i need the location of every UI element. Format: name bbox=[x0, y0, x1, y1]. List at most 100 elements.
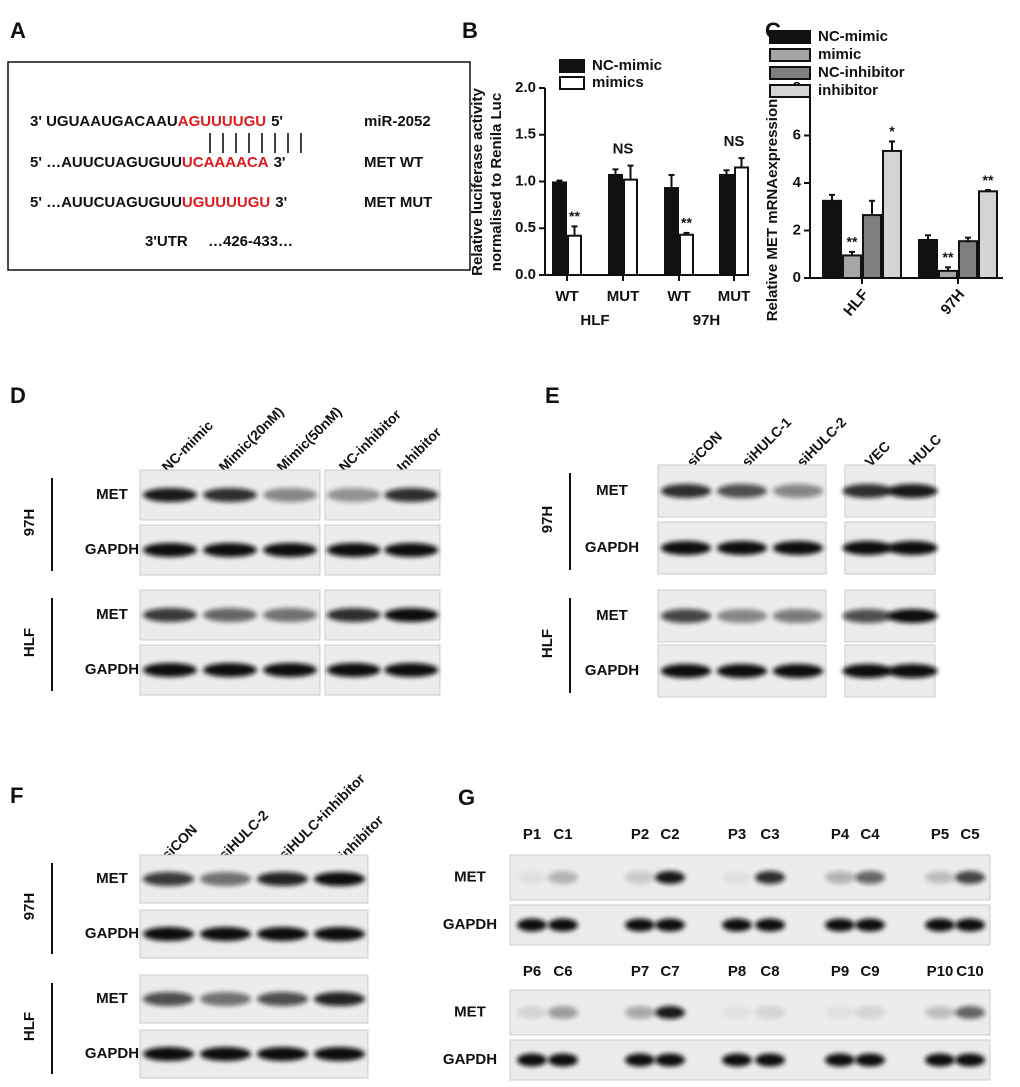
blot-band bbox=[548, 1053, 578, 1067]
legend-label: inhibitor bbox=[818, 82, 878, 99]
sequence-prefix: 5' …AUUCUAGUGUU bbox=[30, 194, 182, 211]
sequence-prefix: 3' UGUAAUGACAAU bbox=[30, 113, 178, 130]
lane-label: P4 bbox=[831, 826, 850, 843]
bar bbox=[978, 190, 998, 279]
y-tick-label: 4 bbox=[793, 174, 802, 191]
pairing-lines bbox=[209, 133, 302, 153]
lane-label: P8 bbox=[728, 963, 746, 980]
blot-band bbox=[955, 1053, 985, 1067]
lane-label: P1 bbox=[523, 826, 541, 843]
significance-label: ** bbox=[943, 249, 954, 265]
blot-band bbox=[722, 1053, 752, 1067]
panel-label: E bbox=[545, 383, 560, 408]
bar bbox=[719, 173, 734, 276]
sequence: 5' …AUUCUAGUGUUUGUUUUGU 3' bbox=[30, 194, 287, 211]
blot-band bbox=[772, 664, 824, 678]
lane-label: P7 bbox=[631, 963, 649, 980]
blot-band bbox=[660, 484, 712, 498]
blot-band bbox=[199, 992, 252, 1006]
protein-label: MET bbox=[454, 868, 486, 885]
protein-label: MET bbox=[96, 486, 128, 503]
blot-band bbox=[384, 663, 439, 677]
legend-label: NC-inhibitor bbox=[818, 64, 905, 81]
blot-band bbox=[716, 541, 768, 555]
blot-band bbox=[722, 918, 752, 932]
lane-label: Inhibitor bbox=[393, 423, 444, 474]
sequence-seed: AGUUUUGU bbox=[178, 113, 266, 130]
legend-label: NC-mimic bbox=[818, 28, 888, 45]
cell-line-label: HLF bbox=[539, 629, 556, 658]
blot-band bbox=[842, 484, 893, 498]
bar bbox=[862, 214, 882, 279]
blot-band bbox=[655, 918, 685, 932]
lane-label: P2 bbox=[631, 826, 649, 843]
blot-band bbox=[517, 1053, 547, 1067]
legend-label: mimic bbox=[818, 46, 861, 63]
blot-band bbox=[203, 543, 257, 557]
blot-band bbox=[313, 872, 366, 886]
blot-band bbox=[199, 1047, 252, 1061]
bar bbox=[918, 239, 938, 279]
blot-band bbox=[887, 664, 938, 678]
panel-label: B bbox=[462, 18, 478, 43]
blot-band bbox=[660, 609, 712, 623]
lane-label: C2 bbox=[660, 826, 679, 843]
legend-swatch bbox=[769, 84, 811, 98]
blot-band bbox=[326, 663, 381, 677]
y-tick-label: 6 bbox=[793, 126, 801, 143]
lane-label: P9 bbox=[831, 963, 849, 980]
y-tick-label: 0.0 bbox=[515, 266, 536, 283]
blot-band bbox=[842, 664, 893, 678]
blot-band bbox=[517, 1006, 547, 1019]
legend-swatch bbox=[769, 48, 811, 62]
x-tick-label: MUT bbox=[718, 288, 751, 305]
cell-line-label: HLF bbox=[21, 628, 38, 657]
y-tick-label: 0.5 bbox=[515, 219, 536, 236]
blot-band bbox=[887, 541, 938, 555]
blot-band bbox=[716, 484, 768, 498]
sequence-box bbox=[7, 61, 471, 271]
blot-band bbox=[384, 543, 439, 557]
blot-band bbox=[326, 543, 381, 557]
blot-membrane bbox=[509, 989, 991, 1036]
blot-band bbox=[203, 488, 257, 502]
lane-label: siHULC-2 bbox=[215, 807, 271, 863]
protein-label: GAPDH bbox=[85, 1045, 139, 1062]
protein-label: GAPDH bbox=[443, 916, 497, 933]
sequence-suffix: 5' bbox=[271, 113, 283, 130]
bar bbox=[734, 166, 749, 277]
blot-band bbox=[722, 1006, 752, 1019]
sequence-name: MET WT bbox=[364, 154, 423, 171]
blot-band bbox=[517, 918, 547, 932]
blot-band bbox=[256, 872, 309, 886]
bar bbox=[679, 233, 694, 276]
blot-band bbox=[326, 608, 381, 622]
bar bbox=[958, 240, 978, 279]
blot-band bbox=[855, 1053, 885, 1067]
blot-band bbox=[925, 918, 955, 932]
sequence-prefix: 5' …AUUCUAGUGUU bbox=[30, 154, 182, 171]
significance-label: * bbox=[889, 123, 895, 139]
protein-label: GAPDH bbox=[585, 539, 639, 556]
blot-band bbox=[142, 872, 195, 886]
blot-band bbox=[263, 608, 317, 622]
legend-swatch bbox=[769, 66, 811, 80]
blot-band bbox=[855, 918, 885, 932]
panel-label: D bbox=[10, 383, 26, 408]
protein-label: MET bbox=[96, 990, 128, 1007]
y-tick-label: 2 bbox=[793, 221, 801, 238]
bar bbox=[552, 181, 567, 276]
blot-band bbox=[384, 608, 439, 622]
blot-band bbox=[143, 608, 197, 622]
cell-line-label: 97H bbox=[21, 509, 38, 537]
legend-swatch bbox=[769, 30, 811, 44]
blot-band bbox=[655, 1053, 685, 1067]
blot-band bbox=[263, 663, 317, 677]
bar bbox=[608, 173, 623, 276]
blot-band bbox=[256, 927, 309, 941]
x-tick-label: WT bbox=[667, 288, 690, 305]
sequence-name: MET MUT bbox=[364, 194, 432, 211]
bar bbox=[842, 254, 862, 279]
blot-band bbox=[660, 541, 712, 555]
